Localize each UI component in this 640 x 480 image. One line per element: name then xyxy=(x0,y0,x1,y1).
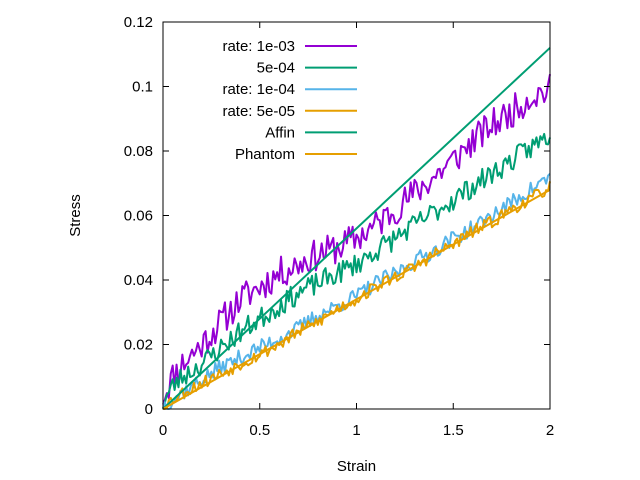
ticks-layer: 0 0.5 1 1.5 2 0 0.02 0.04 0.06 0.08 0.1 0.12 xyxy=(124,14,554,439)
x-axis-label: Strain xyxy=(337,458,376,475)
legend-label: rate: 1e-03 xyxy=(222,38,295,55)
legend-label: Affin xyxy=(265,124,295,141)
series-phantom-line xyxy=(162,188,551,410)
y-tick-label: 0.06 xyxy=(124,208,153,225)
x-tick-label: 1.5 xyxy=(443,422,464,439)
x-tick-label: 1 xyxy=(352,422,360,439)
legend-label: rate: 1e-04 xyxy=(222,81,295,98)
y-tick-label: 0.12 xyxy=(124,14,153,31)
x-tick-label: 0 xyxy=(159,422,167,439)
series-affin-line xyxy=(162,47,551,410)
y-tick-label: 0.02 xyxy=(124,337,153,354)
legend-label: rate: 5e-05 xyxy=(222,103,295,120)
legend-label: 5e-04 xyxy=(257,60,295,77)
series-rate-1e-03-line xyxy=(162,74,551,405)
y-axis-label: Stress xyxy=(67,194,84,237)
y-tick-label: 0.08 xyxy=(124,143,153,160)
legend: rate: 1e-03 5e-04 rate: 1e-04 rate: 5e-05 Af… xyxy=(222,38,357,163)
y-tick-label: 0 xyxy=(145,401,153,418)
y-tick-label: 0.04 xyxy=(124,272,153,289)
x-tick-label: 2 xyxy=(546,422,554,439)
y-tick-label: 0.1 xyxy=(132,79,153,96)
x-tick-label: 0.5 xyxy=(249,422,270,439)
legend-label: Phantom xyxy=(235,146,295,163)
series-layer xyxy=(162,47,551,410)
